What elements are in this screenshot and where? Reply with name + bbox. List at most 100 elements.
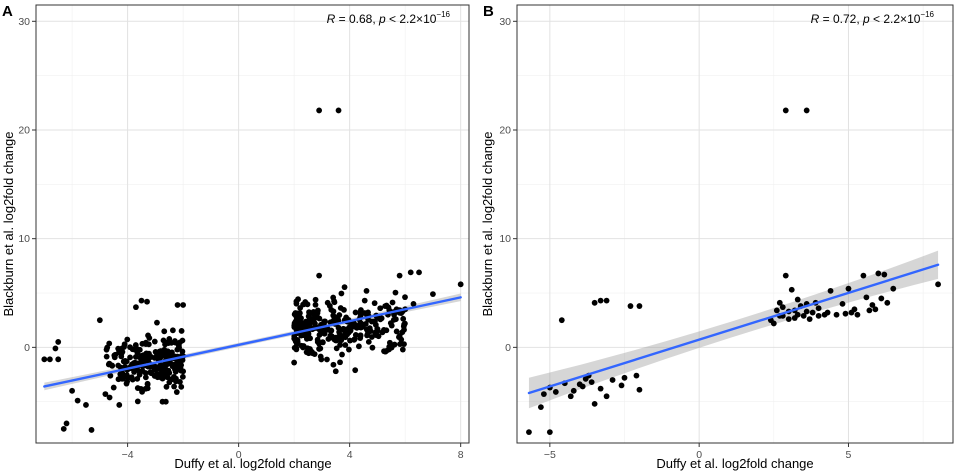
panel-a-point-560	[180, 368, 187, 375]
panel-b-point-2	[546, 429, 553, 436]
panel-a-point-179	[168, 376, 175, 383]
panel-a-point-506	[398, 310, 405, 317]
panel-a-point-503	[293, 300, 300, 307]
panel-a-point-312	[312, 296, 319, 303]
panel-a-point-463	[295, 296, 301, 303]
panel-a-point-201	[177, 379, 183, 385]
panel-a-point-230	[118, 353, 125, 360]
panel-a-point-565	[316, 272, 323, 279]
panel-a-point-399	[291, 324, 298, 330]
panel-a: A −4 0 4 8 0 10 20 30 R = 0.68, p < 2.2×10−16 D…	[1, 3, 470, 471]
panel-a-point-545	[63, 420, 70, 427]
panel-a-point-523	[377, 305, 384, 312]
panel-b-point-52	[854, 311, 861, 318]
panel-a-point-146	[132, 353, 139, 360]
panel-a-point-443	[339, 351, 345, 358]
panel-b-fit-line	[527, 263, 940, 395]
panel-b-point-19	[603, 393, 610, 400]
panel-a-point-460	[296, 322, 303, 329]
panel-b-point-68	[842, 310, 849, 317]
panel-a-point-533	[392, 316, 399, 323]
panel-a-point-574	[457, 281, 464, 288]
panel-a-point-46	[147, 369, 154, 376]
panel-a-point-515	[363, 287, 370, 294]
panel-a-point-364	[304, 301, 311, 308]
panel-a-point-184	[171, 383, 177, 390]
panel-a-point-149	[111, 352, 118, 359]
panel-b-point-31	[773, 307, 780, 314]
panel-a-point-559	[180, 302, 187, 308]
panel-a-point-546	[60, 425, 67, 432]
panel-b-point-34	[782, 272, 789, 279]
panel-b-point-43	[809, 309, 816, 316]
panel-a-point-494	[306, 322, 313, 328]
panel-a-point-563	[316, 107, 323, 114]
panel-a-point-513	[313, 313, 320, 320]
panel-b-point-57	[881, 271, 888, 278]
panel-a-point-159	[131, 369, 138, 375]
panel-a-point-88	[124, 336, 131, 343]
panel-a-point-171	[120, 358, 127, 365]
panel-a-point-354	[372, 321, 379, 328]
panel-a-point-496	[300, 343, 307, 349]
panel-b-point-59	[866, 307, 873, 314]
panel-b-point-23	[636, 303, 643, 309]
panel-a-point-152	[142, 374, 149, 381]
panel-a-point-209	[136, 346, 143, 353]
panel-a-point-254	[345, 346, 352, 353]
panel-b-point-6	[558, 317, 565, 324]
panel-a-point-528	[337, 342, 343, 348]
panel-b-ticks: −5 0 5 0 10 20 30	[499, 16, 851, 461]
panel-a-point-511	[402, 320, 408, 327]
panel-a-point-385	[337, 359, 343, 366]
panel-a-point-231	[158, 363, 165, 370]
panel-a-point-543	[55, 339, 62, 345]
panel-b-y-tick-label-0: 0	[505, 342, 511, 354]
panel-b-point-40	[800, 312, 807, 319]
panel-a-point-552	[102, 391, 109, 397]
panel-a-point-153	[161, 328, 168, 335]
panel-a-point-87	[139, 340, 146, 347]
panel-a-point-221	[106, 340, 113, 347]
panel-a-point-204	[177, 339, 183, 346]
panel-b-point-3	[540, 391, 547, 397]
panel-a-point-228	[163, 367, 170, 374]
panel-b-point-0	[526, 429, 532, 436]
panel-a-point-555	[138, 297, 145, 304]
panel-b-points	[526, 107, 941, 436]
panel-a-point-395	[361, 297, 368, 304]
panel-a-point-564	[335, 107, 342, 114]
panel-a-point-549	[83, 402, 89, 408]
panel-a-point-154	[178, 383, 185, 390]
panel-b-point-73	[803, 308, 810, 315]
panel-b-point-60	[935, 281, 941, 288]
panel-a-point-569	[352, 367, 359, 374]
panel-a-point-517	[381, 348, 387, 355]
panel-a-point-447	[331, 299, 338, 306]
panel-b-x-tick-label-2: 5	[846, 449, 852, 461]
panel-a-point-208	[151, 366, 158, 373]
panel-a-point-576	[391, 311, 397, 318]
panel-a-point-267	[400, 315, 407, 322]
panel-b-point-14	[591, 299, 598, 306]
panel-b-point-65	[884, 299, 891, 306]
panel-a-point-526	[321, 318, 328, 325]
panel-a-y-tick-label-2: 20	[18, 124, 30, 136]
panel-a-point-343	[355, 343, 362, 350]
panel-b-point-36	[788, 286, 795, 293]
panel-a-point-217	[176, 344, 182, 351]
panel-b-point-70	[878, 295, 885, 302]
panel-a-label: A	[2, 3, 13, 20]
panel-a-point-547	[69, 387, 75, 394]
panel-a-y-tick-label-1: 10	[18, 233, 30, 245]
panel-b-point-56	[875, 270, 882, 277]
panel-b-y-axis-label: Blackburn et al. log2fold change	[480, 131, 495, 316]
panel-a-point-116	[107, 372, 114, 379]
panel-a-point-478	[398, 336, 405, 343]
panel-a-point-450	[327, 332, 334, 339]
panel-a-point-570	[396, 272, 403, 279]
panel-b-point-5	[552, 389, 559, 395]
panel-b-point-21	[618, 382, 625, 389]
panel-b-point-64	[851, 306, 858, 313]
panel-a-point-122	[169, 327, 176, 334]
